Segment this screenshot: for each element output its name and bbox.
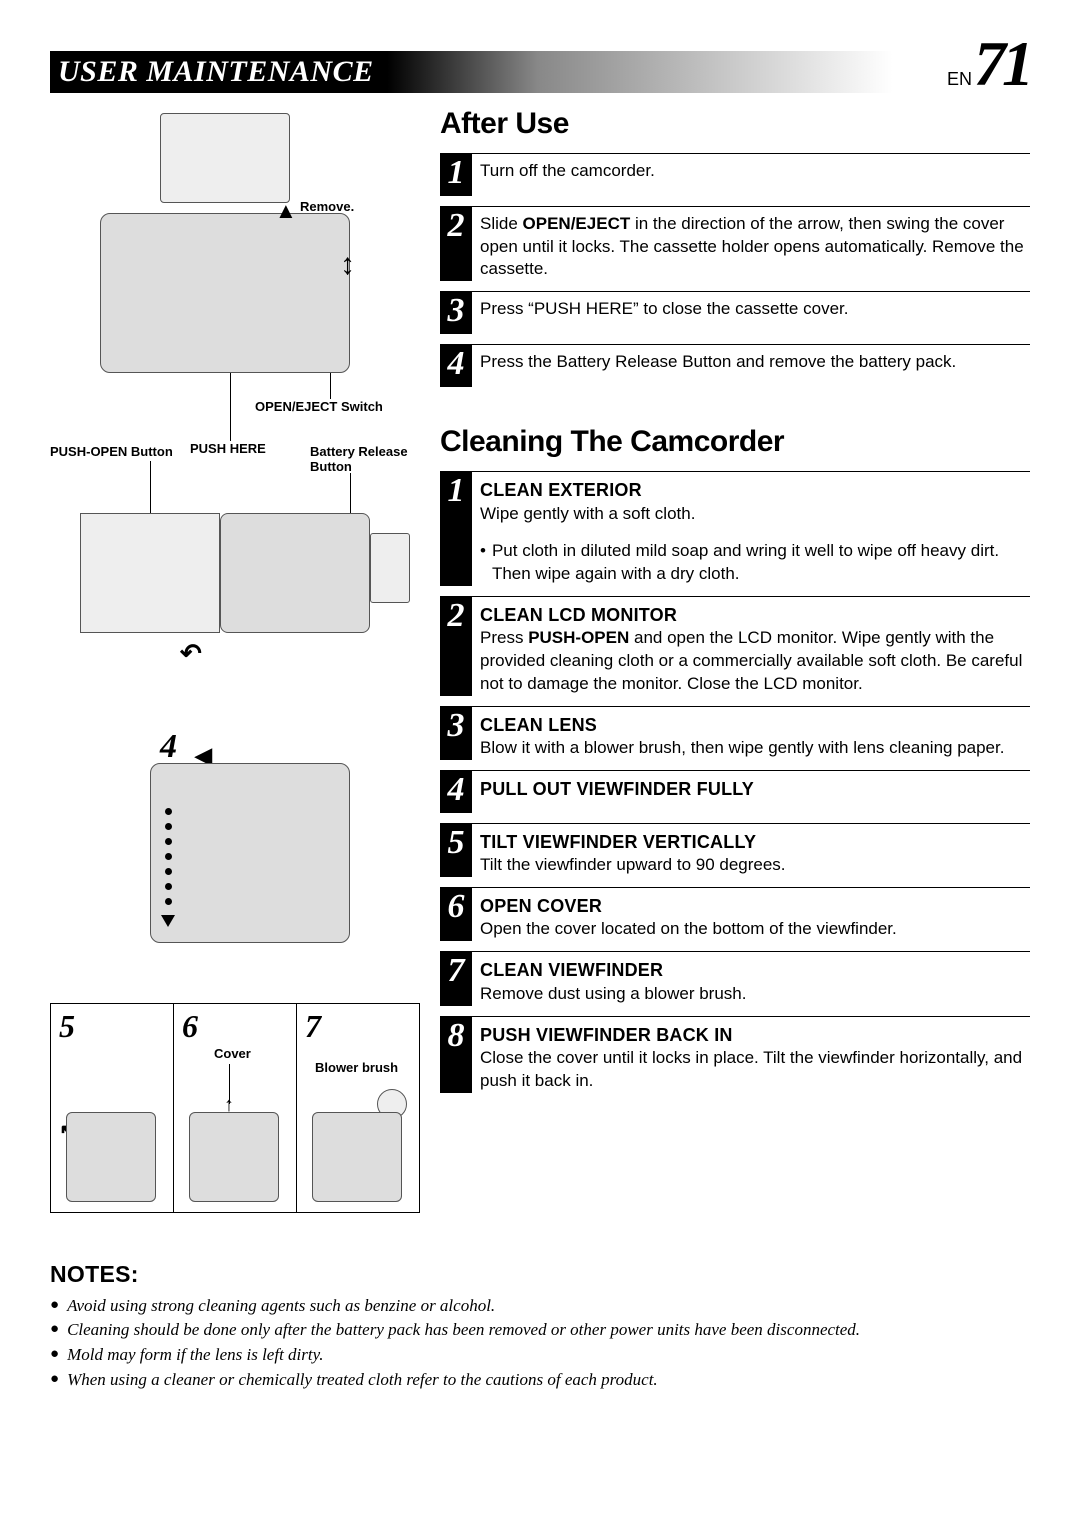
instruction-column: After Use 1 Turn off the camcorder. 2 Sl… — [440, 103, 1030, 1233]
step-number: 1 — [440, 154, 472, 196]
step-row: 2 Slide OPEN/EJECT in the direction of t… — [440, 206, 1030, 292]
page-header: USER MAINTENANCE EN 71 — [50, 35, 1030, 93]
note-item: ●Mold may form if the lens is left dirty… — [50, 1343, 1030, 1368]
diagram-column: ▲ ↕ Remove. OPEN/EJECT Switch PUSH HERE … — [50, 103, 420, 1233]
diagram-viewfinder-steps: 5 ↖ 6 Cover ↑ 7 Blower brush — [50, 1003, 420, 1213]
step-number: 5 — [440, 824, 472, 877]
diagram-step-number: 7 — [305, 1008, 321, 1045]
diagram-step-number: 4 — [160, 728, 177, 766]
step-number: 2 — [440, 207, 472, 282]
step-number: 2 — [440, 597, 472, 696]
step-row: 5 TILT VIEWFINDER VERTICALLYTilt the view… — [440, 823, 1030, 887]
page-lang: EN — [947, 69, 972, 90]
step-row: 1 CLEAN EXTERIORWipe gently with a soft c… — [440, 471, 1030, 595]
diagram-remove-cassette: ▲ ↕ Remove. OPEN/EJECT Switch PUSH HERE — [50, 103, 420, 413]
step-text: Open the cover located on the bottom of … — [480, 918, 897, 941]
label-remove: Remove. — [300, 199, 354, 214]
step-bullet: •Put cloth in diluted mild soap and wrin… — [480, 540, 1030, 586]
step-row: 3 Press “PUSH HERE” to close the cassett… — [440, 291, 1030, 344]
step-number: 6 — [440, 888, 472, 941]
step-row: 4 Press the Battery Release Button and r… — [440, 344, 1030, 397]
step-title: CLEAN EXTERIOR — [480, 478, 1030, 502]
step-text: Turn off the camcorder. — [480, 160, 655, 183]
step-text: Remove dust using a blower brush. — [480, 983, 746, 1006]
step-text: Tilt the viewfinder upward to 90 degrees… — [480, 854, 786, 877]
label-push-open: PUSH-OPEN Button — [50, 444, 173, 459]
step-number: 3 — [440, 292, 472, 334]
note-item: ●When using a cleaner or chemically trea… — [50, 1368, 1030, 1393]
step-text: Press “PUSH HERE” to close the cassette … — [480, 298, 848, 321]
after-use-title: After Use — [440, 107, 1030, 141]
notes-list: ●Avoid using strong cleaning agents such… — [50, 1294, 1030, 1393]
step-title: CLEAN LENS — [480, 713, 1004, 737]
notes-section: NOTES: ●Avoid using strong cleaning agen… — [50, 1261, 1030, 1393]
note-item: ●Avoid using strong cleaning agents such… — [50, 1294, 1030, 1319]
step-text: Press the Battery Release Button and rem… — [480, 351, 956, 374]
diagram-battery: PUSH-OPEN Button Battery Release Button … — [50, 453, 420, 713]
step-text: Blow it with a blower brush, then wipe g… — [480, 737, 1004, 760]
step-text: Close the cover until it locks in place.… — [480, 1047, 1030, 1093]
cleaning-title: Cleaning The Camcorder — [440, 425, 1030, 459]
step-row: 6 OPEN COVEROpen the cover located on the… — [440, 887, 1030, 951]
diagram-step-number: 5 — [59, 1008, 75, 1045]
label-battery-release: Battery Release Button — [310, 444, 420, 474]
step-title: PULL OUT VIEWFINDER FULLY — [480, 777, 754, 801]
label-cover: Cover — [214, 1046, 251, 1061]
diagram-step-number: 6 — [182, 1008, 198, 1045]
note-item: ●Cleaning should be done only after the … — [50, 1318, 1030, 1343]
notes-title: NOTES: — [50, 1261, 1030, 1288]
rotate-arrow-icon: ↶ — [180, 638, 202, 669]
step-text: Press PUSH-OPEN and open the LCD monitor… — [480, 627, 1030, 696]
page-number: EN 71 — [947, 35, 1030, 93]
step-row: 1 Turn off the camcorder. — [440, 153, 1030, 206]
diagram-viewfinder-pull: 4 ◀ — [50, 733, 420, 983]
step-text: Wipe gently with a soft cloth. — [480, 503, 1030, 526]
arrow-curve-icon: ↕ — [340, 248, 355, 282]
step-title: CLEAN LCD MONITOR — [480, 603, 1030, 627]
step-text: Slide OPEN/EJECT in the direction of the… — [480, 213, 1030, 282]
step-row: 7 CLEAN VIEWFINDERRemove dust using a blo… — [440, 951, 1030, 1015]
step-row: 3 CLEAN LENSBlow it with a blower brush, … — [440, 706, 1030, 770]
label-blower-brush: Blower brush — [315, 1060, 398, 1075]
dotted-arrow-icon — [165, 808, 175, 927]
arrow-up-icon: ▲ — [275, 198, 297, 224]
step-number: 7 — [440, 952, 472, 1005]
step-title: OPEN COVER — [480, 894, 897, 918]
step-number: 4 — [440, 771, 472, 813]
page-digits: 71 — [974, 35, 1030, 93]
label-open-eject: OPEN/EJECT Switch — [255, 399, 383, 414]
step-number: 1 — [440, 472, 472, 585]
step-row: 4 PULL OUT VIEWFINDER FULLY — [440, 770, 1030, 823]
step-title: TILT VIEWFINDER VERTICALLY — [480, 830, 786, 854]
step-row: 2 CLEAN LCD MONITORPress PUSH-OPEN and op… — [440, 596, 1030, 706]
step-title: CLEAN VIEWFINDER — [480, 958, 746, 982]
step-number: 4 — [440, 345, 472, 387]
step-number: 3 — [440, 707, 472, 760]
step-number: 8 — [440, 1017, 472, 1093]
section-title-bar: USER MAINTENANCE — [50, 51, 937, 93]
step-title: PUSH VIEWFINDER BACK IN — [480, 1023, 1030, 1047]
step-row: 8 PUSH VIEWFINDER BACK INClose the cover … — [440, 1016, 1030, 1103]
